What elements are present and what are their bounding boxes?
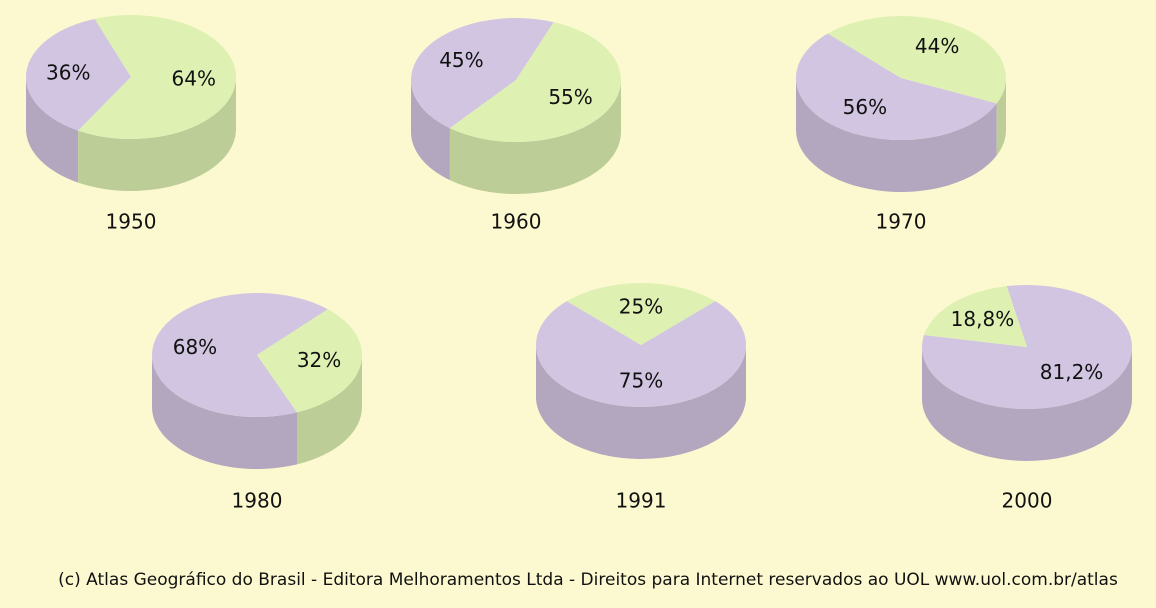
chart-title: 1991: [616, 489, 667, 513]
slice: [923, 286, 1027, 347]
slice-side: [411, 80, 450, 181]
slice: [566, 283, 716, 345]
slice-side: [152, 355, 298, 470]
slice-side: [449, 80, 621, 194]
slice-label: 81,2%: [1040, 360, 1104, 384]
slice-side: [78, 77, 236, 191]
slice-label: 18,8%: [951, 307, 1015, 331]
slice: [449, 22, 622, 143]
slice: [26, 18, 132, 131]
chart-title: 1950: [106, 210, 157, 234]
chart-title: 2000: [1002, 489, 1053, 513]
slice: [827, 16, 1006, 104]
slice-label: 55%: [548, 85, 592, 109]
slice: [257, 309, 363, 413]
source-note: (c) Atlas Geográfico do Brasil - Editora…: [58, 570, 1118, 590]
slice-side: [536, 345, 746, 459]
slice-label: 25%: [619, 294, 663, 318]
slice-side: [796, 78, 997, 192]
slice: [78, 15, 236, 140]
slice: [795, 33, 997, 141]
slice-side: [996, 78, 1006, 156]
chart-title: 1960: [491, 210, 542, 234]
slice-label: 36%: [46, 60, 90, 84]
slice: [152, 292, 328, 418]
slice-side: [922, 347, 1132, 461]
slice-label: 32%: [297, 348, 341, 372]
slice-label: 68%: [173, 335, 217, 359]
slice-side: [26, 77, 79, 183]
slice-side: [297, 355, 362, 465]
chart-title: 1980: [232, 489, 283, 513]
slice: [536, 301, 746, 407]
slice-label: 64%: [172, 67, 216, 91]
slice: [411, 18, 554, 129]
slice-label: 75%: [619, 369, 663, 393]
slice-label: 44%: [915, 34, 959, 58]
slice-label: 45%: [439, 48, 483, 72]
chart-title: 1970: [876, 210, 927, 234]
slice-label: 56%: [843, 95, 887, 119]
